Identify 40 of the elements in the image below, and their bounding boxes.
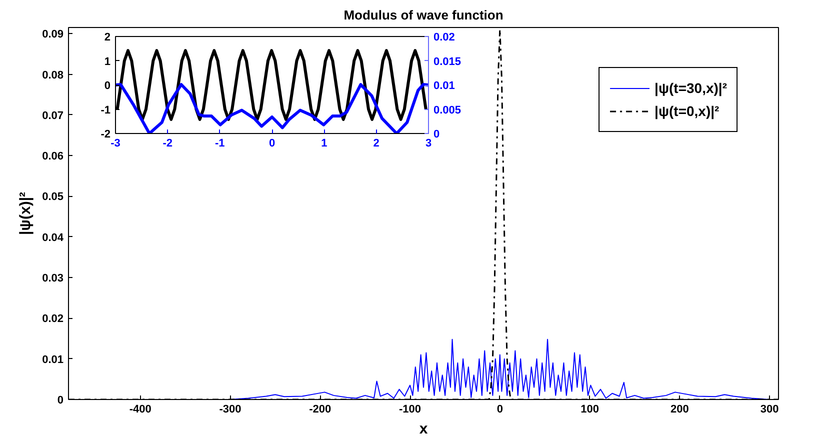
x-tick-label: -3 [110, 138, 120, 150]
y2-tick-label: 0.005 [434, 104, 462, 116]
y-tick-label: -2 [100, 128, 110, 140]
y-tick-label: 0.06 [42, 150, 64, 163]
y-tick-label: 2 [104, 32, 111, 44]
x-tick-label: 100 [580, 404, 599, 416]
y2-tick-label: 0.015 [434, 56, 462, 68]
y-tick-label: 0 [104, 80, 111, 92]
y2-tick-label: 0.02 [434, 32, 455, 44]
x-tick-label: -1 [214, 138, 225, 150]
x-tick-label: 3 [425, 138, 432, 150]
y-axis-title: |ψ(x)|² [17, 192, 34, 236]
y-tick-label: 0 [57, 394, 64, 406]
y-tick-label: 0.01 [42, 354, 64, 366]
x-tick-label: 1 [321, 138, 328, 150]
x-tick-label: 200 [670, 404, 689, 416]
x-tick-label: -200 [309, 404, 332, 416]
y-tick-label: 0.07 [42, 110, 64, 122]
y-tick-label: 0.03 [42, 272, 64, 285]
x-tick-label: 0 [268, 138, 276, 150]
x-tick-label: 300 [760, 404, 779, 416]
x-tick-label: 2 [373, 138, 380, 150]
y-tick-label: 0.05 [42, 191, 64, 204]
x-tick-label: -100 [399, 404, 422, 416]
y-tick-label: 0.08 [42, 69, 64, 82]
y-tick-label: 1 [104, 56, 111, 68]
y-tick-label: 0.02 [42, 313, 64, 326]
legend-label: |ψ(t=30,x)|² [654, 80, 727, 96]
x-axis-title: x [419, 420, 428, 438]
y-tick-label: 0.09 [42, 28, 64, 41]
x-tick-label: -300 [219, 404, 242, 416]
y-tick-label: 0.04 [42, 232, 64, 244]
y2-tick-label: 0.01 [434, 80, 455, 92]
y-tick-label: -1 [100, 104, 110, 116]
x-tick-label: -2 [162, 138, 173, 150]
x-tick-label: 0 [496, 404, 503, 416]
x-tick-label: -400 [129, 404, 152, 416]
legend-label: |ψ(t=0,x)|² [654, 103, 720, 119]
y2-tick-label: 0 [434, 128, 440, 140]
chart-title: Modulus of wave function [344, 8, 504, 22]
